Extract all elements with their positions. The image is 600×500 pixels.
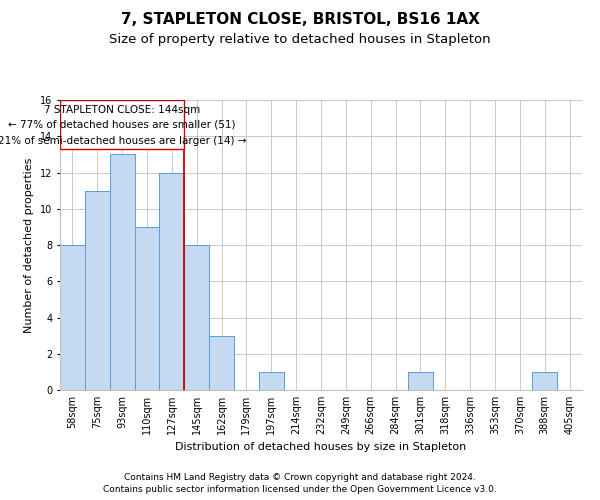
Text: Size of property relative to detached houses in Stapleton: Size of property relative to detached ho… [109, 32, 491, 46]
Text: 7, STAPLETON CLOSE, BRISTOL, BS16 1AX: 7, STAPLETON CLOSE, BRISTOL, BS16 1AX [121, 12, 479, 28]
Bar [85, 190, 110, 390]
Bar [110, 154, 134, 390]
Bar [209, 336, 234, 390]
Bar [532, 372, 557, 390]
Text: 21% of semi-detached houses are larger (14) →: 21% of semi-detached houses are larger (… [0, 136, 247, 146]
Y-axis label: Number of detached properties: Number of detached properties [25, 158, 34, 332]
Bar [408, 372, 433, 390]
Bar [184, 245, 209, 390]
Bar [134, 227, 160, 390]
Text: 7 STAPLETON CLOSE: 144sqm: 7 STAPLETON CLOSE: 144sqm [44, 105, 200, 115]
Text: ← 77% of detached houses are smaller (51): ← 77% of detached houses are smaller (51… [8, 120, 236, 130]
Text: Contains public sector information licensed under the Open Government Licence v3: Contains public sector information licen… [103, 485, 497, 494]
Bar [259, 372, 284, 390]
Bar [160, 172, 184, 390]
Text: Distribution of detached houses by size in Stapleton: Distribution of detached houses by size … [175, 442, 467, 452]
Bar [60, 245, 85, 390]
FancyBboxPatch shape [60, 100, 184, 149]
Text: Contains HM Land Registry data © Crown copyright and database right 2024.: Contains HM Land Registry data © Crown c… [124, 472, 476, 482]
